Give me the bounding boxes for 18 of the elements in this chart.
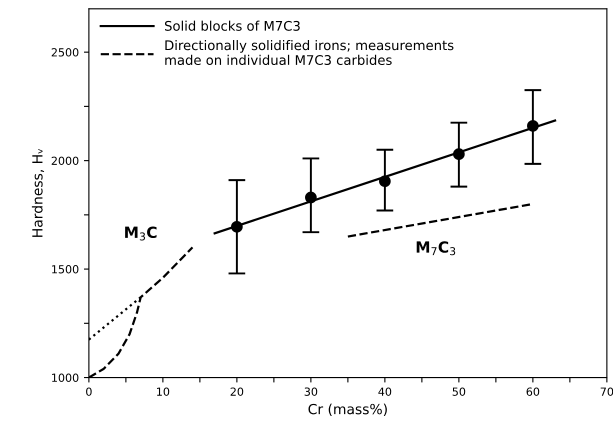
y-tick-label: 2000	[52, 156, 78, 165]
y-tick-label: 2500	[52, 48, 78, 57]
x-tick-label: 30	[304, 387, 318, 396]
x-tick-label: 40	[378, 387, 392, 396]
x-tick-label: 20	[230, 387, 244, 396]
legend-label: Directionally solidified irons; measurements made on individual M7C3 carbides	[165, 40, 454, 66]
y-tick-label: 1000	[52, 374, 78, 382]
x-tick-label: 10	[157, 387, 170, 396]
x-tick-label: 70	[600, 387, 613, 396]
y-axis-title: Hardness, Hᵥ	[32, 148, 44, 237]
legend-label: Solid blocks of M7C3	[164, 20, 300, 31]
annotation: M$_{7}$C$_{3}$	[416, 241, 456, 256]
x-tick-label: 0	[86, 387, 92, 396]
y-tick-label: 1500	[52, 265, 78, 274]
annotation: M$_{3}$C	[125, 226, 157, 240]
x-tick-label: 50	[452, 387, 466, 396]
x-axis-title: Cr (mass%)	[308, 404, 387, 416]
x-tick-label: 60	[526, 387, 540, 396]
